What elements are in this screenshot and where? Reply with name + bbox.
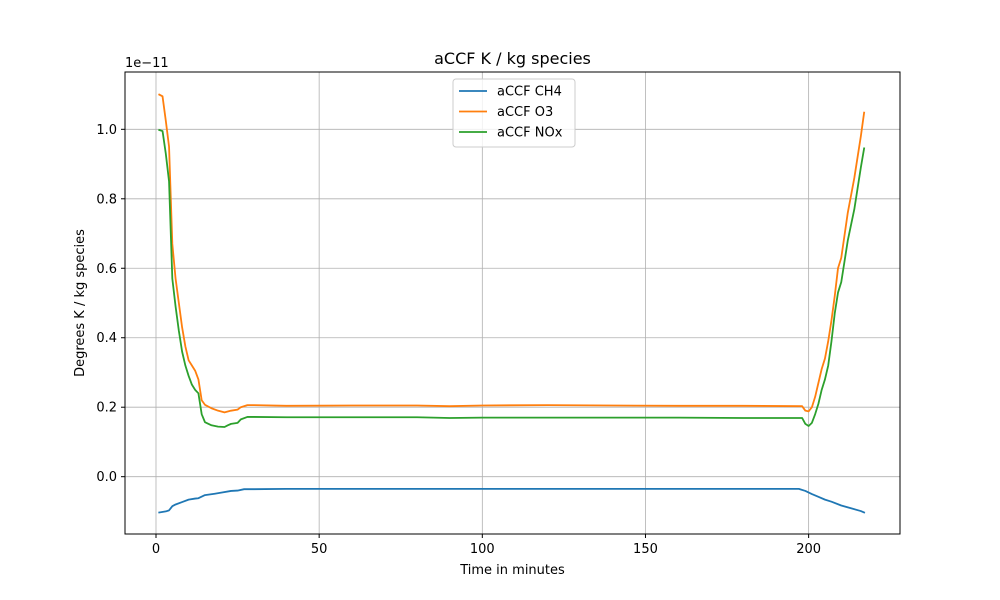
y-tick-label: 0.2 xyxy=(96,401,117,416)
series-line-accf-o3 xyxy=(158,93,866,414)
x-tick-label: 200 xyxy=(796,542,821,557)
y-tick-label: 0.4 xyxy=(96,331,117,346)
chart-title: aCCF K / kg species xyxy=(434,49,591,68)
y-tick-label: 0.0 xyxy=(96,470,117,485)
x-tick-label: 100 xyxy=(470,542,495,557)
series-lines xyxy=(158,93,866,514)
x-tick-label: 0 xyxy=(152,542,160,557)
y-tick-label: 1.0 xyxy=(96,123,117,138)
plot-frame xyxy=(124,71,901,535)
y-tick-label: 0.6 xyxy=(96,262,117,277)
y-scale-offset: 1e−11 xyxy=(125,56,169,71)
series-line-accf-nox xyxy=(158,128,866,428)
legend-label: aCCF O3 xyxy=(497,105,553,120)
y-tick-label: 0.8 xyxy=(96,192,117,207)
grid xyxy=(125,72,900,534)
x-tick-label: 50 xyxy=(311,542,328,557)
legend-label: aCCF NOx xyxy=(497,126,563,141)
legend: aCCF CH4 aCCF O3 aCCF NOx xyxy=(452,78,576,148)
x-axis-label: Time in minutes xyxy=(459,563,565,578)
legend-box xyxy=(452,78,576,148)
x-axis-ticks: 0 50 100 150 200 xyxy=(152,534,821,557)
x-tick-label: 150 xyxy=(633,542,658,557)
series-line-accf-ch4 xyxy=(158,487,866,514)
y-axis-label: Degrees K / kg species xyxy=(73,229,88,377)
y-axis-ticks: 0.0 0.2 0.4 0.6 0.8 1.0 xyxy=(96,123,125,485)
legend-label: aCCF CH4 xyxy=(497,85,562,100)
